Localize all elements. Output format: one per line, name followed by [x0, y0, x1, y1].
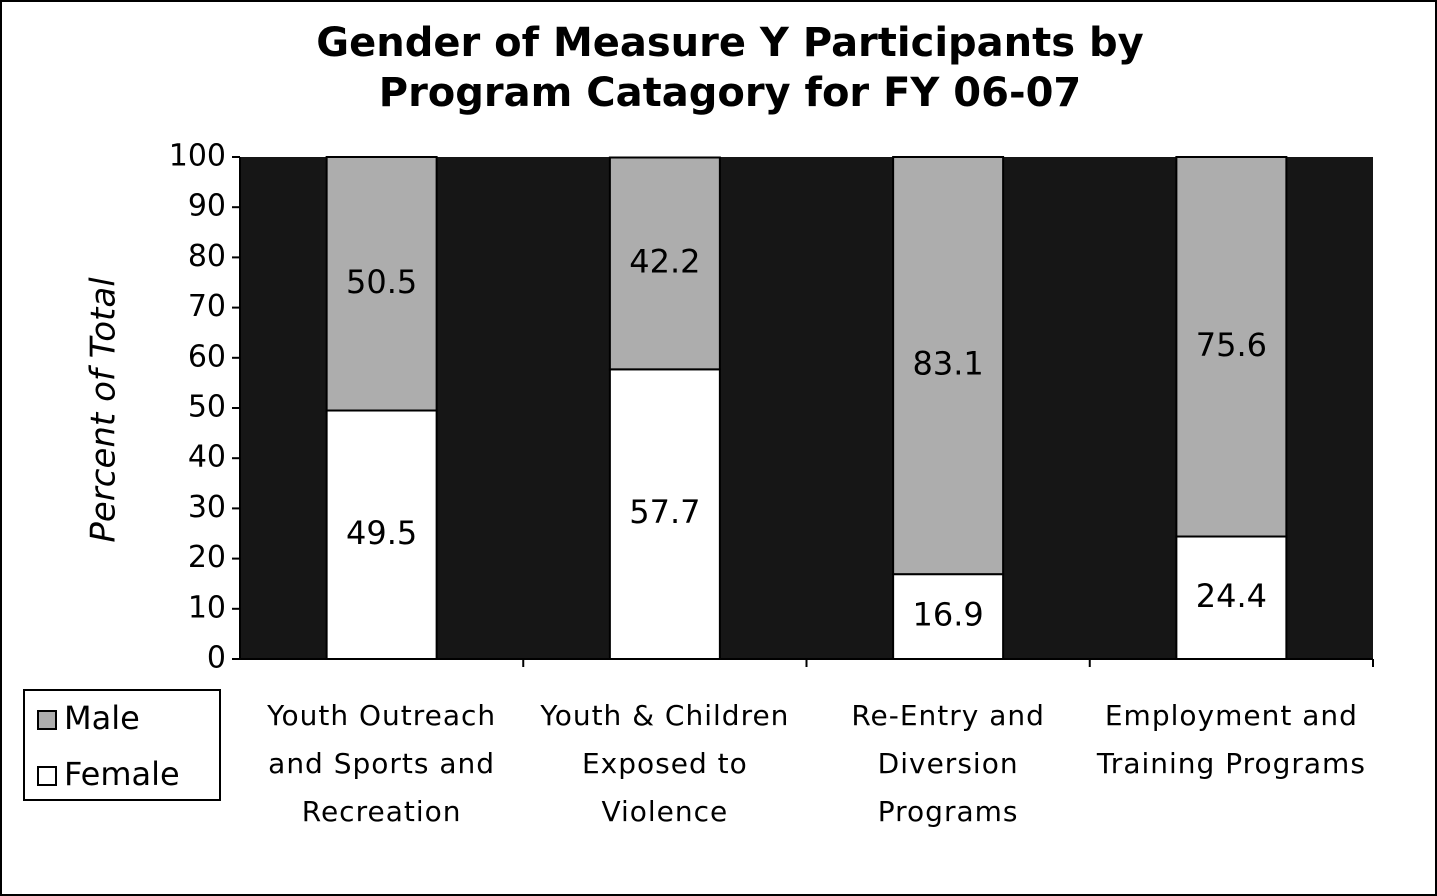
y-tick-label: 50 — [188, 390, 226, 425]
x-tick-label: Youth & Children Exposed to Violence — [540, 699, 790, 828]
bar-segment — [892, 573, 1005, 660]
x-tick-label: Re-Entry and Diversion Programs — [851, 699, 1045, 828]
bar-segment — [325, 409, 438, 661]
x-tick-label: Youth Outreach and Sports and Recreation — [267, 699, 497, 828]
data-label: 49.5 — [346, 514, 417, 552]
data-label: 16.9 — [913, 596, 984, 634]
legend-label: Male — [64, 699, 140, 737]
legend-label: Female — [64, 755, 180, 793]
y-tick-label: 30 — [188, 490, 226, 525]
data-label: 24.4 — [1196, 577, 1267, 615]
y-tick-label: 90 — [188, 189, 226, 224]
data-label: 83.1 — [913, 345, 984, 383]
legend-swatch — [37, 766, 57, 786]
y-tick-label: 60 — [188, 339, 226, 374]
bar-segment — [608, 156, 721, 371]
y-tick-label: 80 — [188, 239, 226, 274]
x-tick-label: Employment and Training Programs — [1096, 699, 1366, 780]
data-label: 75.6 — [1196, 326, 1267, 364]
y-tick-label: 70 — [188, 289, 226, 324]
legend-swatch — [37, 710, 57, 730]
data-label: 57.7 — [629, 493, 700, 531]
chart-title: Gender of Measure Y Participants by Prog… — [316, 20, 1144, 116]
data-label: 42.2 — [629, 242, 700, 280]
data-label: 50.5 — [346, 263, 417, 301]
y-tick-label: 100 — [169, 139, 226, 174]
bar-segment — [325, 156, 438, 412]
y-tick-label: 10 — [188, 590, 226, 625]
y-tick-label: 40 — [188, 440, 226, 475]
y-tick-label: 20 — [188, 540, 226, 575]
bar-segment — [1175, 156, 1288, 538]
y-axis-label: Percent of Total — [84, 277, 124, 543]
y-tick-label: 0 — [207, 641, 226, 676]
bar-segment — [608, 368, 721, 660]
bar-segment — [892, 156, 1005, 576]
